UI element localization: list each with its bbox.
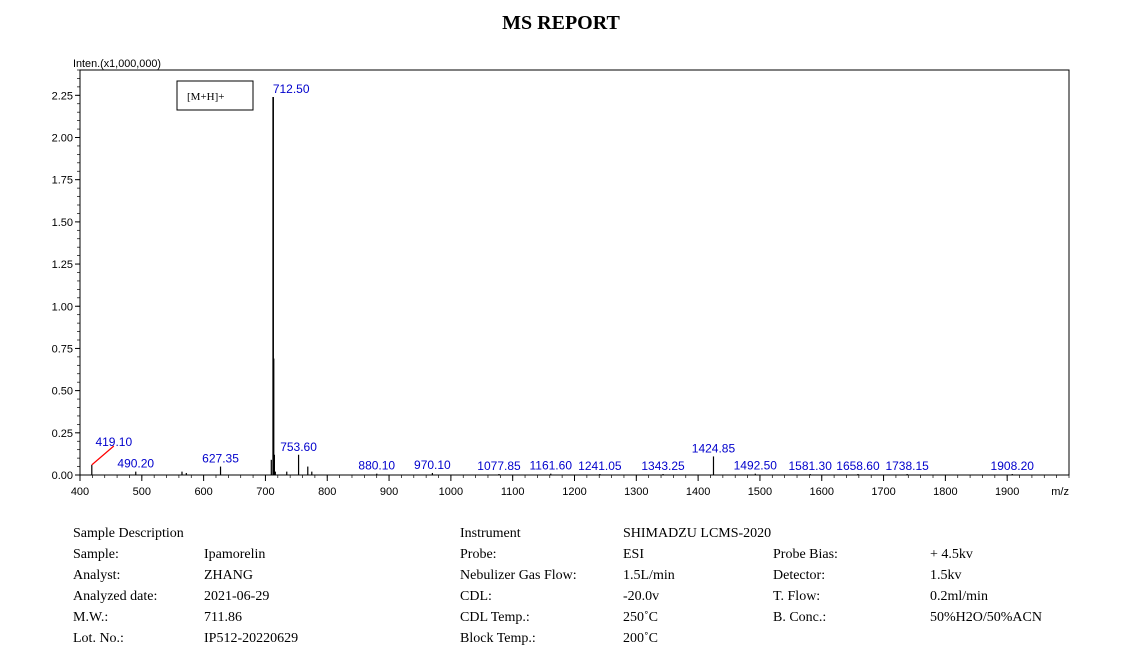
info-value: ESI	[623, 547, 644, 562]
peak-label: 1581.30	[788, 459, 832, 473]
y-tick-label: 0.50	[52, 386, 73, 398]
peak-label: 1492.50	[734, 459, 778, 473]
y-tick-label: 0.25	[52, 428, 73, 440]
x-tick-label: 1500	[748, 486, 772, 498]
x-tick-label: 1400	[686, 486, 710, 498]
y-axis-label: Inten.(x1,000,000)	[73, 58, 161, 70]
info-value: SHIMADZU LCMS-2020	[623, 526, 772, 541]
info-value: 250˚C	[623, 610, 658, 625]
info-label: Probe:	[460, 547, 497, 562]
info-label: T. Flow:	[773, 589, 821, 604]
info-value: 2021-06-29	[204, 589, 270, 604]
x-tick-label: 1900	[995, 486, 1019, 498]
info-label: Instrument	[460, 526, 521, 541]
peak-label: 1077.85	[477, 459, 521, 473]
y-tick-label: 1.75	[52, 175, 73, 187]
x-tick-label: 1800	[933, 486, 957, 498]
x-tick-label: 1000	[439, 486, 463, 498]
peak-label: 419.10	[95, 435, 132, 449]
x-tick-label: 600	[194, 486, 212, 498]
peak-label: 753.60	[280, 440, 317, 454]
x-axis-label: m/z	[1051, 486, 1069, 498]
x-tick-label: 1300	[624, 486, 648, 498]
x-tick-label: 400	[71, 486, 89, 498]
info-label: Analyst:	[73, 568, 121, 583]
info-label: CDL:	[460, 589, 492, 604]
peak-label: 1241.05	[578, 459, 622, 473]
info-value: 0.2ml/min	[930, 589, 988, 604]
info-value: 711.86	[204, 610, 242, 625]
x-tick-label: 500	[133, 486, 151, 498]
info-label: M.W.:	[73, 610, 109, 625]
info-label: Block Temp.:	[460, 631, 536, 646]
y-tick-label: 2.00	[52, 133, 73, 145]
info-label: Detector:	[773, 568, 826, 583]
x-tick-label: 1100	[501, 486, 525, 498]
peak-label: 1738.15	[885, 459, 929, 473]
peak-label: 627.35	[202, 452, 239, 466]
info-value: 1.5L/min	[623, 568, 675, 583]
x-tick-label: 1200	[562, 486, 586, 498]
peak-label: 1161.60	[530, 459, 573, 473]
label-leader-line	[91, 445, 115, 466]
info-label: Nebulizer Gas Flow:	[460, 568, 577, 583]
peak-label: 970.10	[414, 458, 451, 472]
peak-label: 1658.60	[836, 459, 880, 473]
info-value: ZHANG	[204, 568, 253, 583]
info-label: Lot. No.:	[73, 631, 124, 646]
x-tick-label: 900	[380, 486, 398, 498]
info-value: IP512-20220629	[204, 631, 299, 646]
info-value: Ipamorelin	[204, 547, 266, 562]
y-tick-label: 2.25	[52, 90, 73, 102]
y-tick-label: 1.25	[52, 259, 73, 271]
y-tick-label: 0.00	[52, 470, 73, 482]
info-label: Sample:	[73, 547, 119, 562]
info-label: CDL Temp.:	[460, 610, 530, 625]
info-value: -20.0v	[623, 589, 660, 604]
peak-label: 490.20	[117, 457, 154, 471]
peak-label: 1343.25	[641, 459, 685, 473]
y-tick-label: 1.00	[52, 301, 73, 313]
x-tick-label: 1600	[810, 486, 834, 498]
info-value: 50%H2O/50%ACN	[930, 610, 1042, 625]
x-tick-label: 700	[256, 486, 274, 498]
plot-frame	[79, 69, 1070, 476]
y-tick-label: 0.75	[52, 343, 73, 355]
info-value: 1.5kv	[930, 568, 962, 583]
annotation-text: [M+H]+	[187, 91, 224, 103]
peak-label: 880.10	[358, 459, 395, 473]
info-label: Analyzed date:	[73, 589, 158, 604]
report-title: MS REPORT	[502, 12, 620, 34]
x-tick-label: 1700	[871, 486, 895, 498]
annotation-box	[176, 80, 254, 111]
peak-label: 1424.85	[692, 441, 736, 455]
info-label: B. Conc.:	[773, 610, 827, 625]
mass-spectrum-chart: Inten.(x1,000,000) 0.00 0.25 0.50 0.75 1.00 1.…	[52, 58, 1070, 498]
peak-label: 1908.20	[991, 459, 1035, 473]
info-value: 200˚C	[623, 631, 658, 646]
info-label: Sample Description	[73, 526, 184, 541]
y-tick-label: 1.50	[52, 217, 73, 229]
info-label: Probe Bias:	[773, 547, 838, 562]
info-value: + 4.5kv	[930, 547, 973, 562]
x-tick-label: 800	[318, 486, 336, 498]
peak-label: 712.50	[273, 82, 310, 96]
